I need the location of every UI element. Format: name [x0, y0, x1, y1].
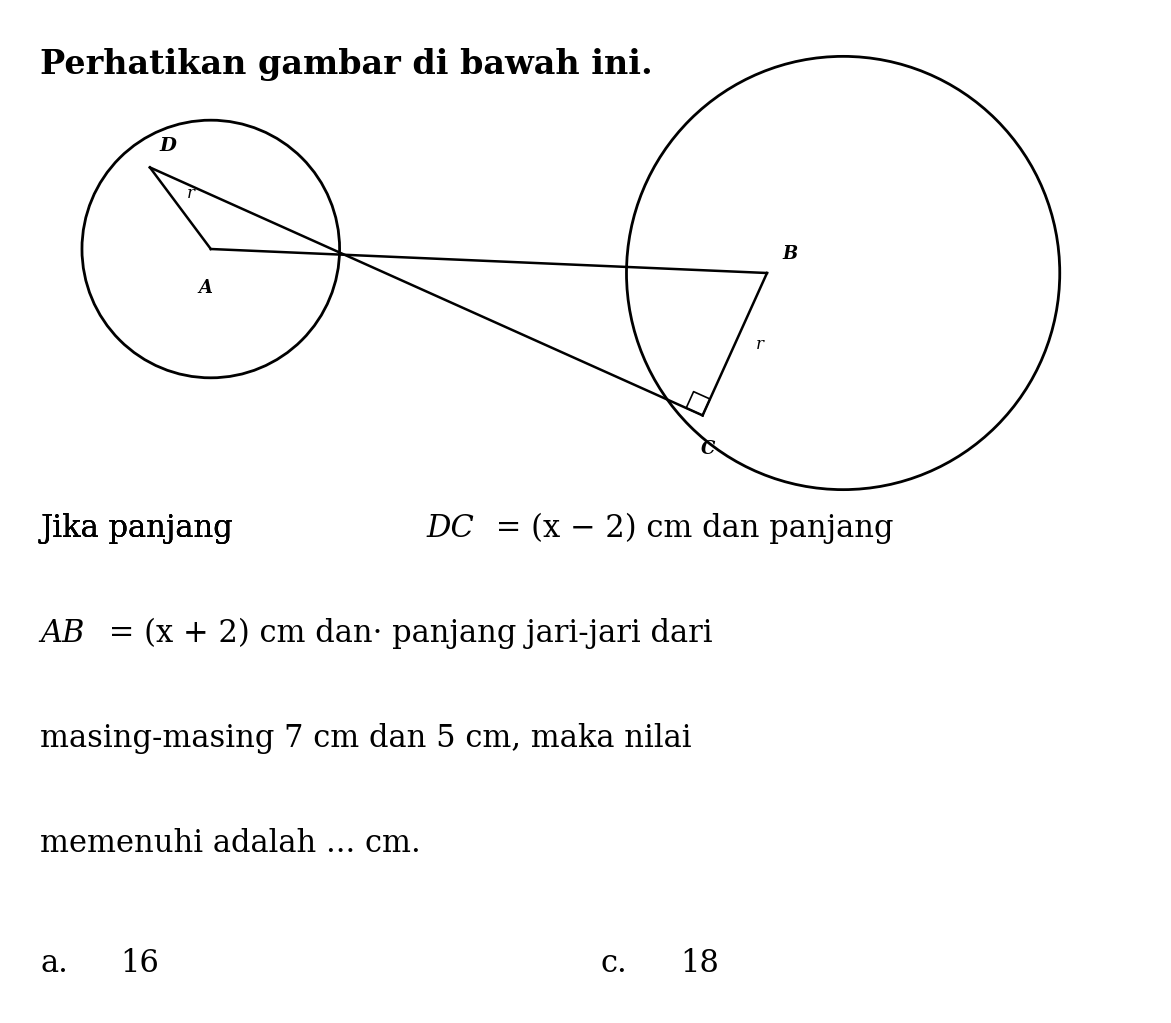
Text: Jika panjang: Jika panjang: [40, 513, 242, 544]
Text: r: r: [755, 336, 763, 353]
Text: 16: 16: [119, 948, 159, 979]
Text: AB: AB: [40, 618, 84, 649]
Text: Jika panjang: Jika panjang: [40, 513, 242, 544]
Text: 18: 18: [680, 948, 719, 979]
Text: C: C: [700, 440, 714, 458]
Text: masing-masing 7 cm dan 5 cm, maka nilai: masing-masing 7 cm dan 5 cm, maka nilai: [40, 723, 701, 754]
Text: c.: c.: [600, 948, 626, 979]
Text: a.: a.: [40, 948, 68, 979]
Text: = (x − 2) cm dan panjang: = (x − 2) cm dan panjang: [486, 513, 893, 544]
Text: r: r: [186, 185, 194, 202]
Text: A: A: [199, 279, 213, 297]
Text: DC: DC: [426, 513, 474, 544]
Text: Jika panjang: Jika panjang: [40, 513, 242, 544]
Text: B: B: [782, 244, 797, 263]
Text: memenuhi adalah ... cm.: memenuhi adalah ... cm.: [40, 828, 420, 859]
Text: D: D: [160, 137, 177, 155]
Text: Perhatikan gambar di bawah ini.: Perhatikan gambar di bawah ini.: [40, 48, 652, 81]
Text: = (x + 2) cm dan· panjang jari-jari dari: = (x + 2) cm dan· panjang jari-jari dari: [100, 618, 713, 650]
